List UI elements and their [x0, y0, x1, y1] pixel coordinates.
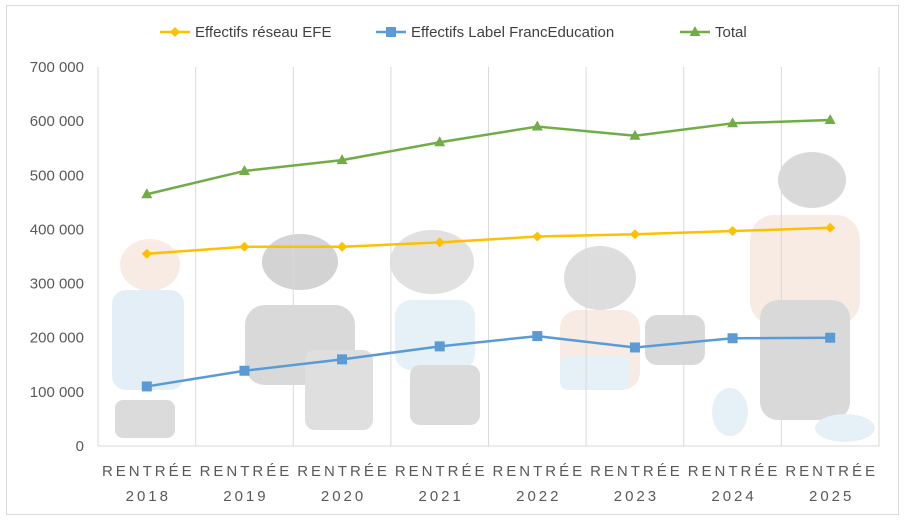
data-point	[337, 241, 348, 252]
y-tick-label: 100 000	[30, 384, 84, 401]
data-point	[727, 117, 739, 128]
data-point	[141, 248, 152, 259]
x-tick-label: 2024	[711, 488, 756, 505]
legend-item: Total	[680, 24, 747, 41]
data-point	[434, 237, 445, 248]
x-tick-label: RENTRÉE	[297, 463, 390, 480]
data-point	[238, 164, 250, 175]
x-tick-label: 2019	[223, 488, 268, 505]
data-point	[629, 129, 641, 140]
y-tick-label: 0	[76, 438, 84, 455]
data-point	[825, 332, 836, 343]
grid-lines	[97, 67, 880, 446]
data-point	[629, 342, 640, 353]
data-point	[434, 136, 446, 147]
x-tick-label: 2022	[516, 488, 561, 505]
y-tick-label: 400 000	[30, 221, 84, 238]
data-point	[824, 114, 836, 125]
x-tick-label: RENTRÉE	[785, 463, 878, 480]
legend-marker	[170, 27, 180, 37]
data-point	[337, 354, 348, 365]
series-3	[141, 114, 836, 199]
y-tick-label: 700 000	[30, 59, 84, 76]
y-tick-label: 300 000	[30, 276, 84, 293]
legend-marker	[386, 27, 396, 37]
series-2	[141, 331, 836, 392]
background-children-illustration	[112, 152, 875, 442]
x-tick-label: RENTRÉE	[688, 463, 781, 480]
axes: 0 100 000 200 000 300 000 400 000 500 000 600 …	[30, 59, 879, 505]
x-tick-label: 2025	[809, 488, 854, 505]
data-point	[239, 365, 250, 376]
x-tick-label: 2020	[321, 488, 366, 505]
legend: Effectifs réseau EFE Effectifs Label Fran…	[160, 24, 747, 41]
data-point	[531, 120, 543, 131]
x-tick-label: RENTRÉE	[492, 463, 585, 480]
data-point	[825, 222, 836, 233]
x-tick-label: 2023	[614, 488, 659, 505]
legend-label: Effectifs réseau EFE	[195, 24, 331, 41]
series-lines	[141, 114, 836, 392]
data-point	[532, 231, 543, 242]
x-tick-label: 2021	[419, 488, 464, 505]
legend-label: Effectifs Label FrancEducation	[411, 24, 614, 41]
y-tick-label: 200 000	[30, 330, 84, 347]
x-tick-label: RENTRÉE	[102, 463, 195, 480]
legend-item: Effectifs réseau EFE	[160, 24, 331, 41]
series-line	[146, 334, 831, 388]
data-point	[629, 229, 640, 240]
x-tick-label: RENTRÉE	[395, 463, 488, 480]
legend-label: Total	[715, 24, 747, 41]
legend-item: Effectifs Label FrancEducation	[376, 24, 614, 41]
data-point	[434, 341, 445, 352]
data-point	[532, 331, 543, 342]
data-point	[727, 226, 738, 237]
x-tick-label: 2018	[126, 488, 171, 505]
data-point	[727, 333, 738, 344]
series-line	[146, 226, 831, 256]
x-tick-label: RENTRÉE	[590, 463, 683, 480]
y-tick-label: 600 000	[30, 113, 84, 130]
data-point	[239, 241, 250, 252]
data-point	[141, 381, 152, 392]
data-point	[336, 154, 348, 165]
series-1	[141, 222, 836, 259]
legend-marker	[689, 26, 701, 36]
x-tick-label: RENTRÉE	[200, 463, 293, 480]
y-tick-label: 500 000	[30, 167, 84, 184]
series-line	[146, 118, 831, 196]
data-point	[141, 188, 153, 199]
